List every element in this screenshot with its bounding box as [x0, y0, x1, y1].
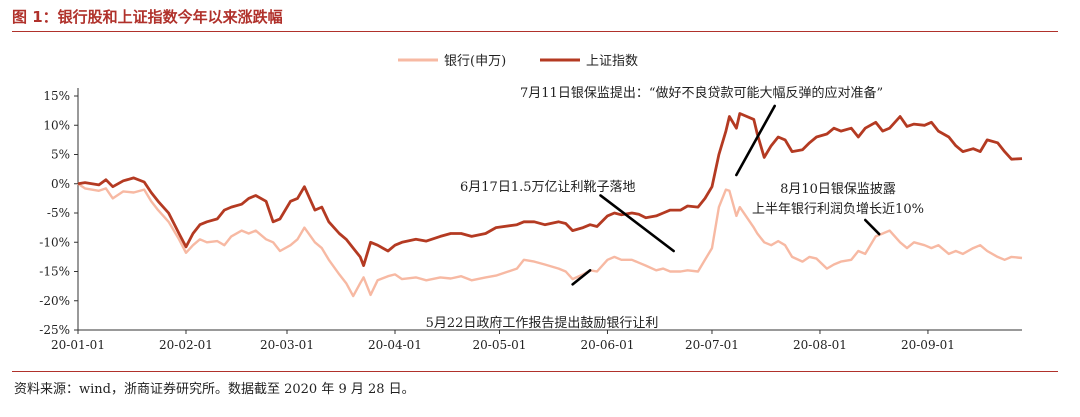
series-line-bank [77, 182, 1023, 298]
series-line-index [77, 112, 1023, 267]
figure-title: 图 1：银行股和上证指数今年以来涨跌幅 [12, 8, 283, 26]
y-tick-label: 5% [51, 148, 70, 162]
legend-label: 银行(申万) [444, 54, 506, 69]
x-tick-label: 20-04-01 [368, 338, 422, 352]
y-tick-label: -20% [39, 294, 70, 308]
x-tick-label: 20-09-01 [901, 338, 955, 352]
annotation-text: 5月22日政府工作报告提出鼓励银行让利 [426, 315, 659, 331]
x-tick-label: 20-01-01 [51, 338, 105, 352]
annotation-arrow [863, 218, 881, 236]
x-tick-label: 20-07-01 [685, 338, 739, 352]
annotation-text: 6月17日1.5万亿让利靴子落地 [460, 180, 636, 195]
annotation-text: 上半年银行利润负增长近10% [752, 202, 924, 217]
axes: 15% 10% 5% 0% -5% -10% -15% -20% -25%20-01-01 20-… [39, 88, 1022, 352]
y-tick-label: 10% [43, 118, 70, 132]
y-tick-label: -5% [47, 206, 70, 220]
x-tick-label: 20-05-01 [473, 338, 527, 352]
x-tick-label: 20-03-01 [260, 338, 314, 352]
source-rule [12, 371, 1058, 372]
y-tick-label: 0% [51, 177, 70, 191]
annotation-text: 8月10日银保监披露 [780, 182, 896, 197]
annotation-arrow [571, 269, 592, 286]
x-tick-label: 20-08-01 [793, 338, 847, 352]
annotation-arrow [735, 104, 776, 177]
annotation-text: 7月11日银保监提出：“做好不良贷款可能大幅反弹的应对准备” [520, 85, 883, 101]
y-tick-label: 15% [43, 89, 70, 103]
legend: 银行(申万) 上证指数 [398, 54, 638, 69]
title-rule [12, 31, 1058, 32]
legend-label: 上证指数 [586, 54, 638, 69]
y-tick-label: -15% [39, 265, 70, 279]
y-tick-label: -25% [39, 323, 70, 337]
x-tick-label: 20-02-01 [159, 338, 213, 352]
y-tick-label: -10% [39, 235, 70, 249]
annotation-arrow [599, 194, 675, 253]
annotations: 7月11日银保监提出：“做好不良贷款可能大幅反弹的应对准备” 6月17日1.5万亿… [426, 85, 924, 331]
x-tick-label: 20-06-01 [581, 338, 635, 352]
source-note: 资料来源：wind，浙商证券研究所。数据截至 2020 年 9 月 28 日。 [14, 382, 415, 397]
